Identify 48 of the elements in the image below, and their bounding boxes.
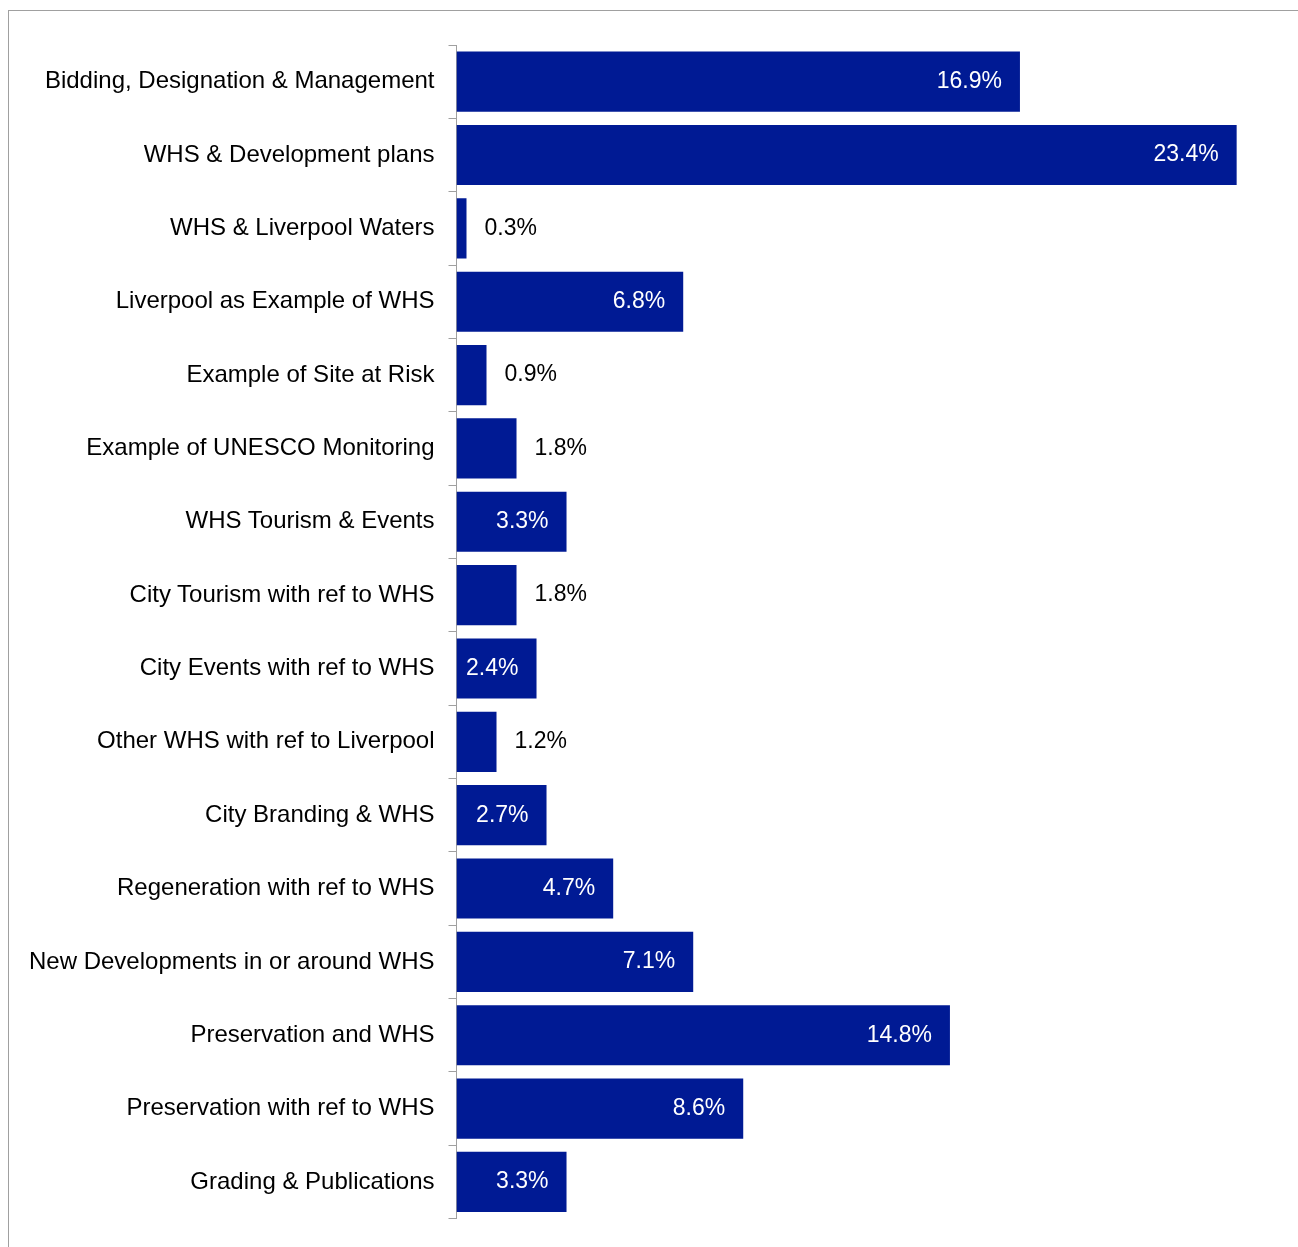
bar [456,785,547,846]
data-label: 6.8% [612,287,666,314]
y-tick-label: Liverpool as Example of WHS [115,286,435,314]
y-tick-label: Example of Site at Risk [186,359,436,387]
bar [456,51,1020,112]
data-label: 23.4% [1153,140,1219,167]
data-label: 1.8% [534,433,587,460]
y-tick-label: City Branding & WHS [205,799,435,827]
data-label: 1.2% [514,727,567,754]
data-label: 2.7% [476,800,529,827]
y-tick-label: WHS & Liverpool Waters [169,213,435,240]
data-label: 0.3% [484,213,537,240]
y-tick-label: City Events with ref to WHS [139,653,435,681]
y-tick-label: City Tourism with ref to WHS [129,579,435,607]
y-tick-label: Grading & Publications [190,1166,435,1194]
data-label: 8.6% [672,1093,726,1120]
bar [456,1151,567,1212]
bar [456,565,517,626]
y-tick-label: Example of UNESCO Monitoring [86,433,435,461]
bar [456,124,1237,186]
data-label: 16.9% [936,67,1002,94]
y-tick-label: WHS Tourism & Events [185,506,435,534]
data-label: 14.8% [866,1020,932,1047]
y-tick-label: Regeneration with ref to WHS [117,873,435,901]
bar [456,198,467,259]
data-label: 0.9% [504,360,557,387]
y-tick-label: New Developments in or around WHS [28,946,435,974]
data-label: 1.8% [534,580,587,607]
bar [456,638,537,699]
y-tick-label: WHS & Development plans [143,139,435,167]
data-label: 2.4% [466,653,519,680]
data-label: 4.7% [542,873,596,900]
y-tick-label: Preservation and WHS [190,1019,435,1047]
data-label: 7.1% [622,947,676,974]
data-label: 3.3% [496,507,549,534]
bar [456,271,684,332]
data-label: 3.3% [496,1167,549,1194]
bar [456,1005,950,1066]
y-tick-label: Preservation with ref to WHS [126,1093,435,1121]
y-tick-label: Other WHS with ref to Liverpool [97,726,435,754]
bar [456,345,487,406]
y-tick-label: Bidding, Designation & Management [44,66,435,94]
bar [456,711,497,772]
bar [456,418,517,479]
bar [456,1078,744,1139]
bar [456,491,567,552]
bar [456,931,694,992]
bar [456,858,614,919]
